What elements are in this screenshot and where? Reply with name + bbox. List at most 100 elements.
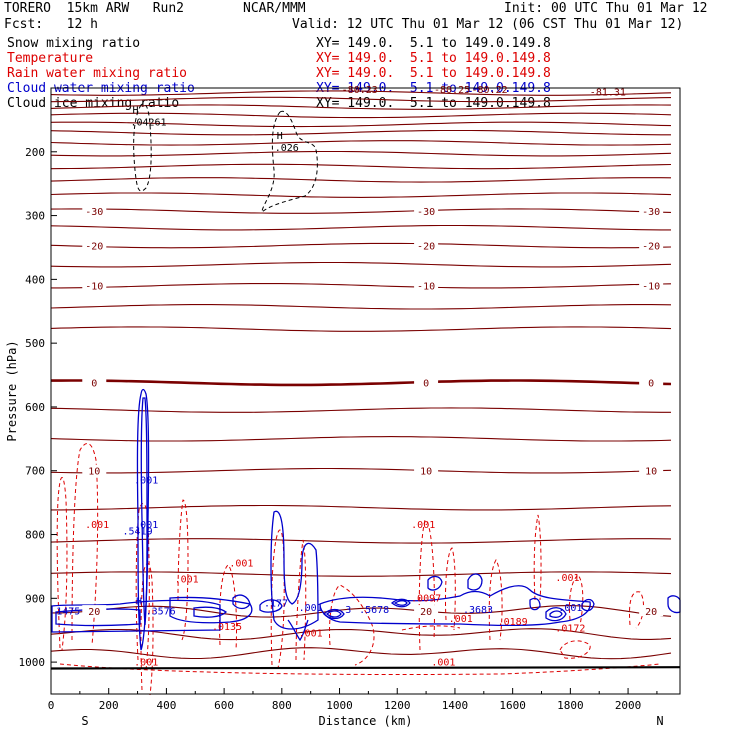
plot-frame bbox=[50, 87, 681, 695]
rain-contour bbox=[140, 562, 154, 696]
rain-contour bbox=[59, 663, 661, 676]
rain-label: .0097 bbox=[411, 594, 441, 605]
isotherm-label: -10 bbox=[417, 282, 435, 293]
cloud-water-label: .001 bbox=[299, 603, 323, 614]
isotherm-5 bbox=[50, 407, 671, 413]
rain-contour bbox=[488, 559, 503, 641]
cloud-water-contour bbox=[325, 610, 342, 618]
rain-contour bbox=[444, 547, 456, 631]
isotherm--45 bbox=[50, 163, 672, 170]
cloud-water-label: .3 bbox=[339, 605, 351, 616]
y-axis-label: Pressure (hPa) bbox=[5, 340, 19, 441]
isotherm-label-bg bbox=[639, 464, 664, 476]
isotherm-label: 0 bbox=[91, 379, 97, 390]
isotherm--30 bbox=[50, 208, 672, 214]
rain-label: .001 bbox=[134, 657, 158, 668]
legend-snow-xy: XY= 149.0. 5.1 to 149.0.149.8 bbox=[316, 36, 551, 51]
isotherm-label-bg bbox=[82, 239, 107, 251]
y-tick-label: 1000 bbox=[19, 656, 46, 669]
org-label: NCAR/MMM bbox=[243, 1, 306, 16]
cloud-water-label: .001 bbox=[134, 475, 158, 486]
top-temperature-value: -81.31 bbox=[590, 88, 626, 99]
cloud-water-label: .001 bbox=[558, 603, 582, 614]
isotherm-5 bbox=[50, 436, 672, 442]
cloud-water-contour bbox=[549, 610, 563, 618]
x-tick-label: 1000 bbox=[326, 699, 353, 712]
isotherm--15 bbox=[50, 261, 672, 268]
rain-contour bbox=[559, 640, 591, 659]
model-title: TORERO 15km ARW Run2 bbox=[4, 1, 185, 16]
x-tick-label: 1400 bbox=[442, 699, 469, 712]
isotherm-label: 20 bbox=[645, 607, 657, 618]
isotherm-10 bbox=[50, 467, 672, 474]
isotherm--10 bbox=[51, 283, 672, 289]
rain-label: .001 bbox=[555, 573, 579, 584]
top-temperature-value: -80.22 bbox=[472, 85, 508, 96]
rain-label: .001 bbox=[411, 520, 435, 531]
surface-line bbox=[50, 666, 681, 670]
isotherm-label-bg bbox=[82, 279, 107, 291]
legend-snow-label: Snow mixing ratio bbox=[7, 36, 141, 51]
isotherm-label: 0 bbox=[423, 379, 429, 390]
rain-contour bbox=[135, 502, 150, 671]
x-tick-label: 0 bbox=[48, 699, 55, 712]
forecast-hour: Fcst: 12 h bbox=[4, 17, 98, 32]
cloud-water-contour bbox=[467, 573, 483, 591]
cloud-water-label: .3683 bbox=[463, 605, 493, 616]
ice-max-marker: H bbox=[132, 106, 138, 117]
cloud-water-contour bbox=[393, 600, 408, 606]
isotherm--50 bbox=[50, 150, 672, 157]
y-tick-label: 800 bbox=[25, 529, 45, 542]
rain-contour bbox=[218, 564, 238, 651]
cloud-water-contour bbox=[390, 598, 411, 608]
x-axis-label: Distance (km) bbox=[319, 714, 413, 728]
isotherm-label-bg bbox=[639, 239, 664, 251]
x-tick-label: 800 bbox=[272, 699, 292, 712]
cloud-water-contour bbox=[51, 599, 221, 633]
isotherm-label: -30 bbox=[85, 207, 103, 218]
cloud-water-contour bbox=[232, 594, 251, 610]
y-tick-label: 300 bbox=[25, 210, 45, 223]
init-time: Init: 00 UTC Thu 01 Mar 12 bbox=[504, 1, 708, 16]
cloud-water-contour bbox=[136, 388, 150, 651]
isotherm-25 bbox=[50, 628, 672, 641]
isotherm-label-bg bbox=[82, 464, 107, 476]
isotherm-label-bg bbox=[639, 279, 664, 291]
rain-contour bbox=[177, 499, 189, 641]
cloud-water-label: .3576 bbox=[146, 606, 176, 617]
y-tick-label: 400 bbox=[25, 273, 45, 286]
cloud-water-contour bbox=[140, 397, 148, 626]
isotherm-label: 20 bbox=[420, 607, 432, 618]
isotherm--70 bbox=[50, 112, 672, 119]
x-tick-label: 400 bbox=[156, 699, 176, 712]
cloud-ice-contour bbox=[261, 110, 318, 214]
isotherm--60 bbox=[50, 129, 671, 136]
rain-label: .0189 bbox=[498, 617, 528, 628]
isotherm-label: -10 bbox=[642, 282, 660, 293]
isotherm-label-bg bbox=[639, 605, 664, 617]
x-tick-label: 200 bbox=[99, 699, 119, 712]
isotherm-label: -10 bbox=[85, 282, 103, 293]
isotherm-label: 10 bbox=[420, 467, 432, 478]
rain-label: .001 bbox=[229, 558, 253, 569]
isotherm-label: -30 bbox=[417, 207, 435, 218]
ice-max-value: .026 bbox=[275, 143, 299, 154]
isotherm-label-bg bbox=[82, 605, 107, 617]
cloud-water-contour bbox=[323, 608, 345, 620]
isotherm-label: 20 bbox=[88, 607, 100, 618]
isotherm--35 bbox=[50, 192, 672, 198]
x-tick-label: 600 bbox=[214, 699, 234, 712]
isotherm-label-bg bbox=[414, 279, 439, 291]
isotherm--80 bbox=[50, 96, 672, 103]
cloud-water-contour bbox=[319, 585, 591, 626]
top-temperature-value: -80.23 bbox=[342, 85, 378, 96]
isotherm--5 bbox=[50, 326, 672, 332]
isotherm-25 bbox=[50, 647, 672, 660]
cloud-ice-contour bbox=[133, 103, 152, 192]
ice-max-value: .04261 bbox=[130, 118, 166, 129]
isotherm-label: -20 bbox=[417, 242, 435, 253]
x-tick-label: 1200 bbox=[384, 699, 411, 712]
isotherm--75 bbox=[50, 104, 672, 110]
cloud-water-contour bbox=[581, 598, 595, 612]
